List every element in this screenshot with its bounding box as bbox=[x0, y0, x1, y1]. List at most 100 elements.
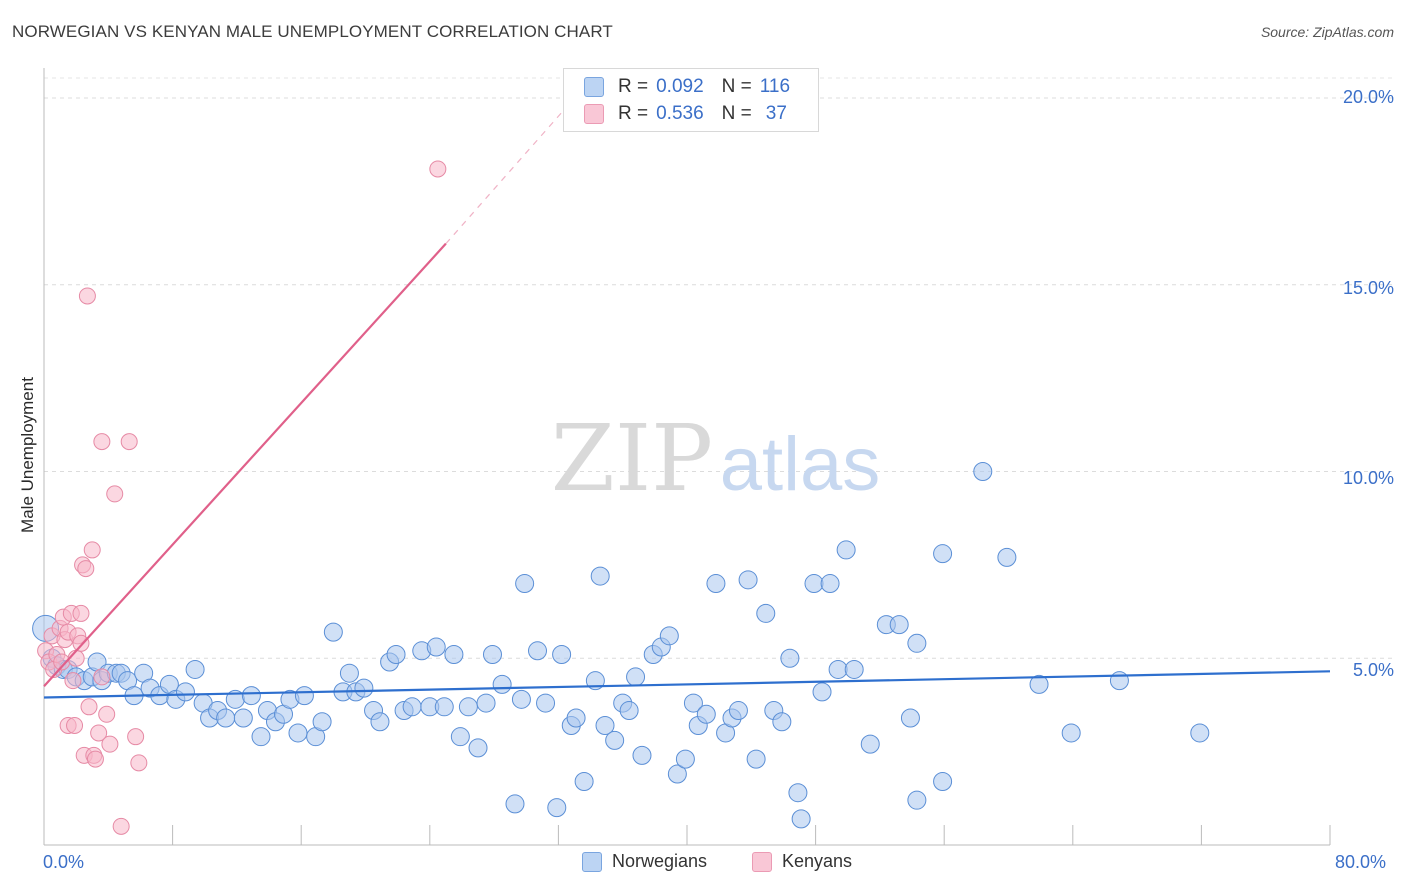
norwegian-point bbox=[434, 697, 454, 717]
norwegian-point bbox=[370, 712, 390, 732]
norwegian-point bbox=[547, 798, 567, 818]
norwegian-point bbox=[605, 730, 625, 750]
norwegians-trend-line bbox=[43, 670, 1331, 699]
norwegian-point bbox=[772, 712, 792, 732]
kenyan-point bbox=[98, 705, 116, 723]
norwegian-point bbox=[492, 674, 512, 694]
norwegian-point bbox=[505, 794, 525, 814]
norwegian-point bbox=[566, 708, 586, 728]
grid-lines bbox=[44, 77, 1392, 659]
norwegian-point bbox=[1061, 723, 1081, 743]
norwegian-point bbox=[788, 783, 808, 803]
legend-swatch-blue bbox=[584, 77, 604, 97]
norwegian-point bbox=[216, 708, 236, 728]
norwegian-point bbox=[860, 734, 880, 754]
legend-r-label: R = bbox=[618, 103, 649, 124]
norwegian-point bbox=[683, 693, 703, 713]
kenyan-point bbox=[93, 433, 111, 451]
legend-label-kenyans: Kenyans bbox=[782, 851, 853, 871]
legend-r-value: 0.536 bbox=[656, 103, 704, 124]
chart-title: NORWEGIAN VS KENYAN MALE UNEMPLOYMENT CO… bbox=[12, 22, 613, 41]
legend-swatch-pink bbox=[752, 851, 772, 872]
norwegian-point bbox=[590, 566, 610, 586]
norwegian-point bbox=[574, 772, 594, 792]
kenyan-point bbox=[66, 716, 84, 734]
norwegian-point bbox=[1190, 723, 1210, 743]
norwegian-point bbox=[288, 723, 308, 743]
norwegian-point bbox=[233, 708, 253, 728]
y-tick-label-10: 10.0% bbox=[1342, 468, 1394, 488]
norwegian-point bbox=[907, 633, 927, 653]
norwegian-point bbox=[696, 704, 716, 724]
y-tick-label-20: 20.0% bbox=[1342, 87, 1394, 107]
kenyan-point bbox=[72, 634, 90, 652]
x-tick-label-max: 80.0% bbox=[1335, 852, 1387, 872]
legend-r-label: R = bbox=[618, 76, 649, 97]
norwegian-point bbox=[973, 462, 993, 481]
legend-label-norwegians: Norwegians bbox=[612, 851, 708, 871]
norwegian-point bbox=[746, 749, 766, 769]
source-label: Source: ZipAtlas.com bbox=[1260, 24, 1394, 40]
kenyans-trend-line bbox=[43, 242, 447, 688]
norwegian-point bbox=[933, 544, 953, 564]
y-tick-label-15: 15.0% bbox=[1342, 278, 1394, 298]
norwegian-point bbox=[536, 693, 556, 713]
norwegian-point bbox=[804, 574, 824, 594]
legend-swatch-blue bbox=[582, 851, 602, 872]
norwegian-point bbox=[312, 712, 332, 732]
norwegian-point bbox=[997, 547, 1017, 567]
kenyans-trend-extension bbox=[445, 97, 575, 245]
legend-swatch-pink bbox=[584, 104, 604, 124]
norwegian-point bbox=[476, 693, 496, 713]
legend-n-label: N = bbox=[721, 76, 752, 97]
norwegian-point bbox=[828, 659, 848, 679]
norwegian-point bbox=[667, 764, 687, 784]
watermark-atlas: atlas bbox=[720, 422, 881, 507]
norwegian-point bbox=[844, 659, 864, 679]
legend-row-norwegians: R = 0.092 N = 116 bbox=[584, 74, 790, 100]
norwegian-point bbox=[241, 686, 261, 706]
norwegian-point bbox=[595, 715, 615, 735]
legend-n-value: 37 bbox=[765, 103, 787, 124]
norwegian-point bbox=[820, 574, 840, 594]
norwegian-point bbox=[812, 682, 832, 702]
norwegian-point bbox=[1029, 674, 1049, 694]
norwegian-point bbox=[458, 697, 478, 717]
norwegian-point bbox=[728, 701, 748, 721]
norwegian-point bbox=[515, 574, 535, 594]
norwegian-point bbox=[468, 738, 488, 758]
norwegian-point bbox=[706, 574, 726, 594]
norwegian-point bbox=[907, 790, 927, 810]
series-legend: Norwegians Kenyans bbox=[0, 851, 1406, 877]
norwegian-point bbox=[626, 667, 646, 687]
norwegian-point bbox=[900, 708, 920, 728]
norwegians-points bbox=[32, 462, 1210, 829]
legend-row-kenyans: R = 0.536 N = 37 bbox=[584, 101, 787, 127]
norwegian-point bbox=[175, 682, 195, 702]
norwegian-point bbox=[528, 641, 548, 661]
kenyan-point bbox=[106, 485, 124, 503]
norwegian-point bbox=[552, 645, 572, 665]
norwegian-point bbox=[294, 686, 314, 706]
kenyan-point bbox=[90, 724, 108, 742]
kenyan-point bbox=[120, 433, 138, 451]
norwegian-point bbox=[450, 727, 470, 747]
legend-n-value: 116 bbox=[759, 76, 791, 97]
norwegian-point bbox=[339, 663, 359, 683]
kenyan-point bbox=[127, 728, 145, 746]
norwegian-point bbox=[1109, 671, 1129, 691]
norwegian-point bbox=[632, 745, 652, 765]
kenyan-point bbox=[86, 750, 104, 768]
norwegian-point bbox=[482, 645, 502, 665]
legend-item-kenyans: Kenyans bbox=[752, 851, 852, 872]
kenyan-point bbox=[93, 668, 111, 686]
norwegian-point bbox=[354, 678, 374, 698]
norwegian-point bbox=[791, 809, 811, 829]
norwegian-point bbox=[511, 689, 531, 709]
legend-n-label: N = bbox=[721, 103, 752, 124]
norwegian-point bbox=[675, 749, 695, 769]
kenyan-point bbox=[83, 541, 101, 559]
kenyan-point bbox=[112, 817, 130, 835]
norwegian-point bbox=[323, 622, 343, 642]
